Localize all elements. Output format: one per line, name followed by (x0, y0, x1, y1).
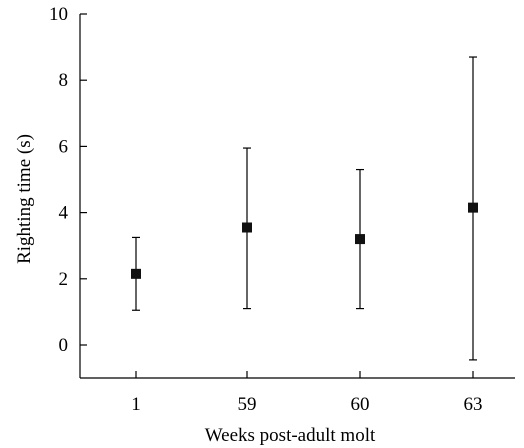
data-point (242, 222, 252, 233)
x-tick-label: 63 (464, 394, 483, 415)
y-tick-label: 4 (59, 203, 69, 224)
y-tick-label: 2 (59, 269, 69, 290)
x-tick-label: 60 (351, 394, 370, 415)
x-tick-label: 1 (131, 394, 141, 415)
x-tick-label: 59 (238, 394, 257, 415)
y-axis-title: Righting time (s) (14, 134, 35, 264)
plot-area: 0 2 4 6 8 10 1 59 60 63 (49, 4, 515, 415)
data-point (468, 202, 478, 213)
data-point (355, 234, 365, 245)
data-point (131, 268, 141, 279)
y-tick-label: 10 (49, 4, 68, 25)
y-tick-label: 0 (59, 335, 69, 356)
y-tick-label: 6 (59, 136, 69, 157)
y-tick-label: 8 (59, 70, 69, 91)
x-axis-title: Weeks post-adult molt (205, 425, 376, 446)
